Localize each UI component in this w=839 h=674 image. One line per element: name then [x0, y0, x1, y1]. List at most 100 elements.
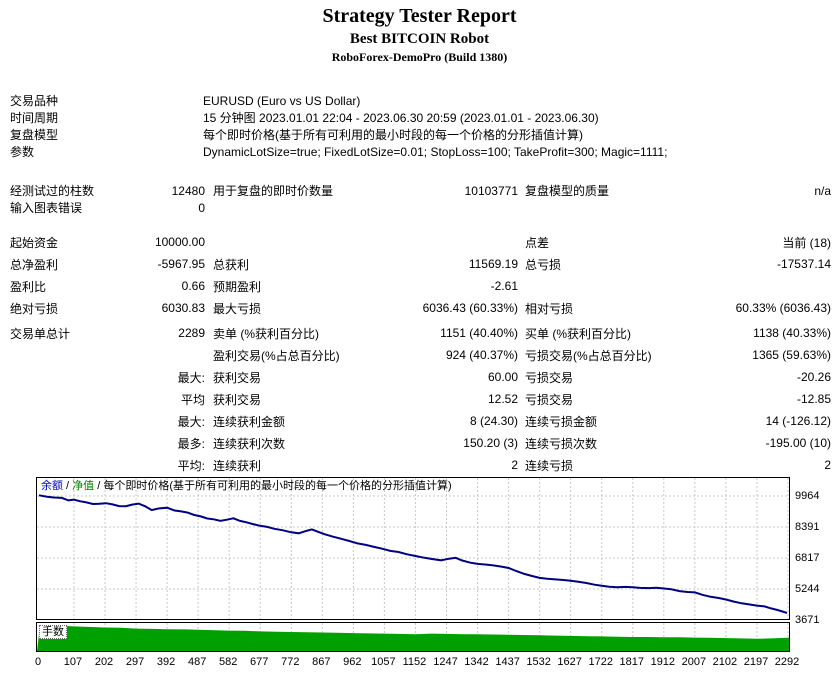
- stat-label: [518, 275, 733, 297]
- x-axis-tick: 297: [125, 656, 145, 668]
- balance-line: [38, 494, 788, 614]
- stat-value: -5967.95: [157, 257, 205, 271]
- stat-label: 连续亏损: [525, 458, 574, 473]
- stat-value: 10000.00: [154, 235, 205, 249]
- chart-legend: 余额 / 净值 / 每个即时价格(基于所有可利用的最小时段的每一个价格的分形插值…: [41, 480, 452, 493]
- equity-legend-label: 净值: [72, 480, 95, 492]
- table-row: 最多: 连续获利次数 150.20 (3) 连续亏损次数 -195.00 (10): [0, 432, 839, 454]
- stat-value: -12.85: [796, 392, 831, 406]
- report-server: RoboForex-DemoPro (Build 1380): [331, 50, 508, 64]
- stat-label: 盈利比: [10, 279, 47, 294]
- stat-value: 60.33% (6036.43): [735, 301, 831, 315]
- table-row: 经测试过的柱数 12480 用于复盘的即时价数量 10103771 复盘模型的质量 n/a: [0, 182, 839, 199]
- stat-label: 经测试过的柱数: [10, 184, 95, 198]
- stats-overview-body: 经测试过的柱数 12480 用于复盘的即时价数量 10103771 复盘模型的质量 n/a…: [0, 182, 839, 216]
- y-axis-tick: 9964: [795, 490, 820, 502]
- legend-separator-1: /: [63, 480, 73, 492]
- table-row: 最大: 连续获利金额 8 (24.30) 连续亏损金额 14 (-126.12): [0, 410, 839, 432]
- table-row: 起始资金 10000.00 点差 当前 (18): [0, 231, 839, 253]
- x-axis-tick: 582: [219, 656, 238, 668]
- stat-label: [205, 199, 420, 216]
- stat-value: 2: [511, 458, 518, 472]
- report-subtitle: Best BITCOIN Robot: [349, 31, 490, 47]
- stat-value: 12.52: [487, 392, 518, 406]
- table-row: 参数 DynamicLotSize=true; FixedLotSize=0.01…: [0, 143, 839, 160]
- stats-results-body: 起始资金 10000.00 点差 当前 (18) 总净盈利 -5967.95 总获利 1156…: [0, 231, 839, 319]
- lots-area: [37, 625, 789, 651]
- stat-label: 连续亏损金额: [525, 414, 598, 429]
- stat-value: 60.00: [487, 370, 518, 384]
- stat-label: 盈利交易(%占总百分比): [213, 348, 340, 363]
- stat-label: 输入图表错误: [10, 201, 83, 215]
- info-table-body: 交易品种 EURUSD (Euro vs US Dollar) 时间周期 15 分钟图…: [0, 92, 839, 160]
- stat-value: [420, 199, 518, 216]
- stats-table-overview: 经测试过的柱数 12480 用于复盘的即时价数量 10103771 复盘模型的质量 n/a…: [0, 182, 839, 216]
- y-axis-tick: 5244: [795, 583, 820, 595]
- table-row: 总净盈利 -5967.95 总获利 11569.19 总亏损 -17537.14: [0, 253, 839, 275]
- info-label: 交易品种: [10, 94, 59, 108]
- stat-value: [420, 231, 518, 253]
- stat-label: [0, 366, 145, 388]
- stat-label: 获利交易: [213, 392, 262, 407]
- x-axis-tick: 1912: [650, 656, 676, 668]
- stat-value: 平均:: [177, 458, 205, 473]
- x-axis-tick: 392: [156, 656, 176, 668]
- stat-value: 14 (-126.12): [765, 414, 831, 428]
- stat-value: 1365 (59.63%): [752, 348, 831, 362]
- stat-value: 6036.43 (60.33%): [422, 301, 518, 315]
- x-axis-tick: 1342: [464, 656, 489, 668]
- stat-value: 平均: [180, 392, 205, 407]
- stat-label: 买单 (%获利百分比): [525, 326, 631, 341]
- info-value: EURUSD (Euro vs US Dollar): [203, 93, 361, 108]
- lots-chart: 手数: [36, 622, 790, 652]
- stat-label: 连续亏损次数: [525, 436, 598, 451]
- x-axis-tick: 2007: [681, 656, 707, 668]
- x-axis-tick: 1247: [433, 656, 458, 668]
- x-axis-tick: 1057: [371, 656, 396, 668]
- balance-line-plot: [37, 478, 789, 619]
- table-row: 盈利交易(%占总百分比) 924 (40.37%) 亏损交易(%占总百分比) 1365…: [0, 344, 839, 366]
- stat-value: 8 (24.30): [469, 414, 518, 428]
- stat-label: 连续获利: [213, 458, 262, 473]
- stat-label: 起始资金: [10, 235, 59, 250]
- stat-value: -2.61: [490, 279, 518, 293]
- stat-value: 11569.19: [468, 257, 518, 271]
- lots-label: 手数: [39, 625, 67, 639]
- info-label: 参数: [10, 145, 35, 159]
- stat-value: 924 (40.37%): [445, 348, 518, 362]
- table-row: 平均: 连续获利 2 连续亏损 2: [0, 454, 839, 476]
- stat-value: 12480: [171, 183, 205, 198]
- info-value: 每个即时价格(基于所有可利用的最小时段的每一个价格的分形插值计算): [203, 128, 583, 142]
- stat-label: [0, 388, 145, 410]
- x-axis-tick: 772: [281, 656, 300, 668]
- table-row: 时间周期 15 分钟图 2023.01.01 22:04 - 2023.06.30…: [0, 109, 839, 126]
- stat-value: 最大:: [177, 370, 205, 385]
- stat-label: 连续获利次数: [213, 436, 286, 451]
- x-axis-tick: 2102: [712, 656, 738, 668]
- stat-label: 预期盈利: [213, 279, 262, 294]
- stat-label: [0, 454, 145, 476]
- stat-label: 总获利: [213, 257, 250, 272]
- stat-value: 10103771: [464, 183, 518, 198]
- stat-value: 最多:: [177, 436, 205, 451]
- x-axis-tick: 2292: [774, 656, 800, 668]
- x-axis-tick: 1627: [557, 656, 582, 668]
- stats-table-trades: 交易单总计 2289 卖单 (%获利百分比) 1151 (40.40%) 买单 (%获利…: [0, 322, 839, 476]
- stat-label: [518, 199, 733, 216]
- y-axis-tick: 3671: [795, 614, 820, 626]
- stat-label: 交易单总计: [10, 326, 71, 341]
- stat-value: [145, 344, 205, 366]
- stat-value: 当前 (18): [782, 235, 831, 250]
- x-axis-tick: 962: [343, 656, 362, 668]
- model-legend-label: 每个即时价格(基于所有可利用的最小时段的每一个价格的分形插值计算): [103, 480, 452, 492]
- stat-value: 1138 (40.33%): [753, 326, 831, 340]
- stat-value: 0: [198, 200, 205, 215]
- info-label: 时间周期: [10, 111, 59, 125]
- table-row: 最大: 获利交易 60.00 亏损交易 -20.26: [0, 366, 839, 388]
- x-axis-tick: 487: [187, 656, 207, 668]
- table-row: 交易单总计 2289 卖单 (%获利百分比) 1151 (40.40%) 买单 (%获利…: [0, 322, 839, 344]
- stat-label: 复盘模型的质量: [525, 184, 610, 198]
- stat-value: 2289: [178, 326, 205, 340]
- stat-label: 用于复盘的即时价数量: [213, 184, 334, 198]
- stat-value: -195.00 (10): [765, 436, 831, 450]
